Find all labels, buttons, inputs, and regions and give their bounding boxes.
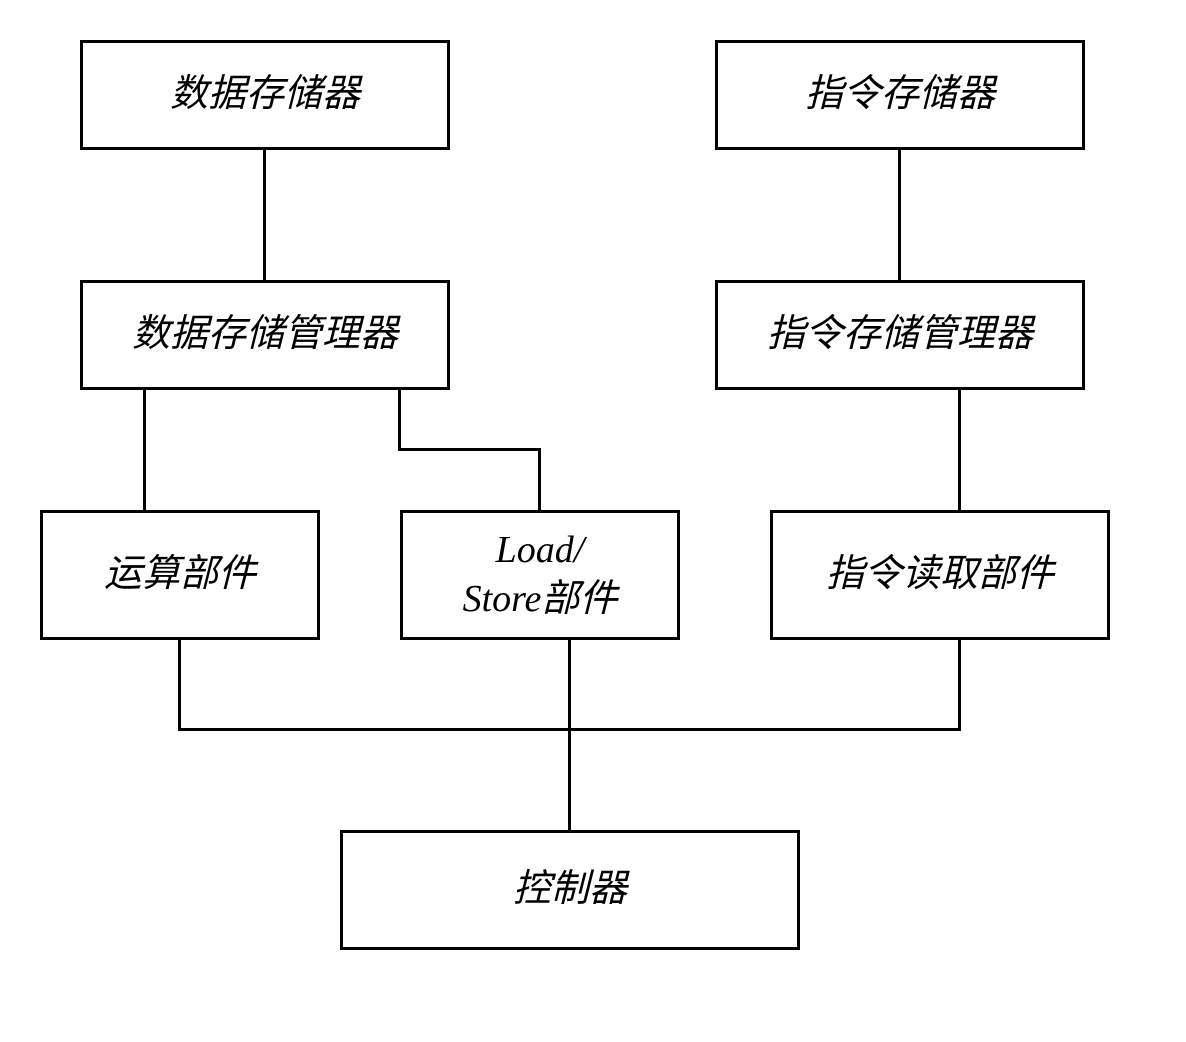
node-data-storage-mgr: 数据存储管理器 xyxy=(80,280,450,390)
node-controller: 控制器 xyxy=(340,830,800,950)
node-data-storage: 数据存储器 xyxy=(80,40,450,150)
edge xyxy=(568,728,961,731)
node-compute-unit: 运算部件 xyxy=(40,510,320,640)
node-instr-read-unit: 指令读取部件 xyxy=(770,510,1110,640)
edge xyxy=(958,640,961,730)
node-label: 数据存储器 xyxy=(170,70,360,119)
node-instr-storage: 指令存储器 xyxy=(715,40,1085,150)
edge xyxy=(398,390,401,450)
edge xyxy=(958,390,961,510)
edge xyxy=(178,640,181,730)
edge xyxy=(538,448,541,510)
edge xyxy=(398,448,540,451)
node-label: 指令存储管理器 xyxy=(767,310,1033,359)
edge xyxy=(143,390,146,510)
node-label: 数据存储管理器 xyxy=(132,310,398,359)
node-load-store-unit: Load/ Store部件 xyxy=(400,510,680,640)
node-instr-storage-mgr: 指令存储管理器 xyxy=(715,280,1085,390)
node-label: 运算部件 xyxy=(104,550,256,599)
edge xyxy=(178,728,570,731)
node-label: 指令存储器 xyxy=(805,70,995,119)
node-label: 控制器 xyxy=(513,865,627,914)
edge xyxy=(568,640,571,830)
edge xyxy=(898,150,901,280)
edge xyxy=(263,150,266,280)
node-label: Load/ Store部件 xyxy=(463,526,618,625)
node-label: 指令读取部件 xyxy=(826,550,1054,599)
